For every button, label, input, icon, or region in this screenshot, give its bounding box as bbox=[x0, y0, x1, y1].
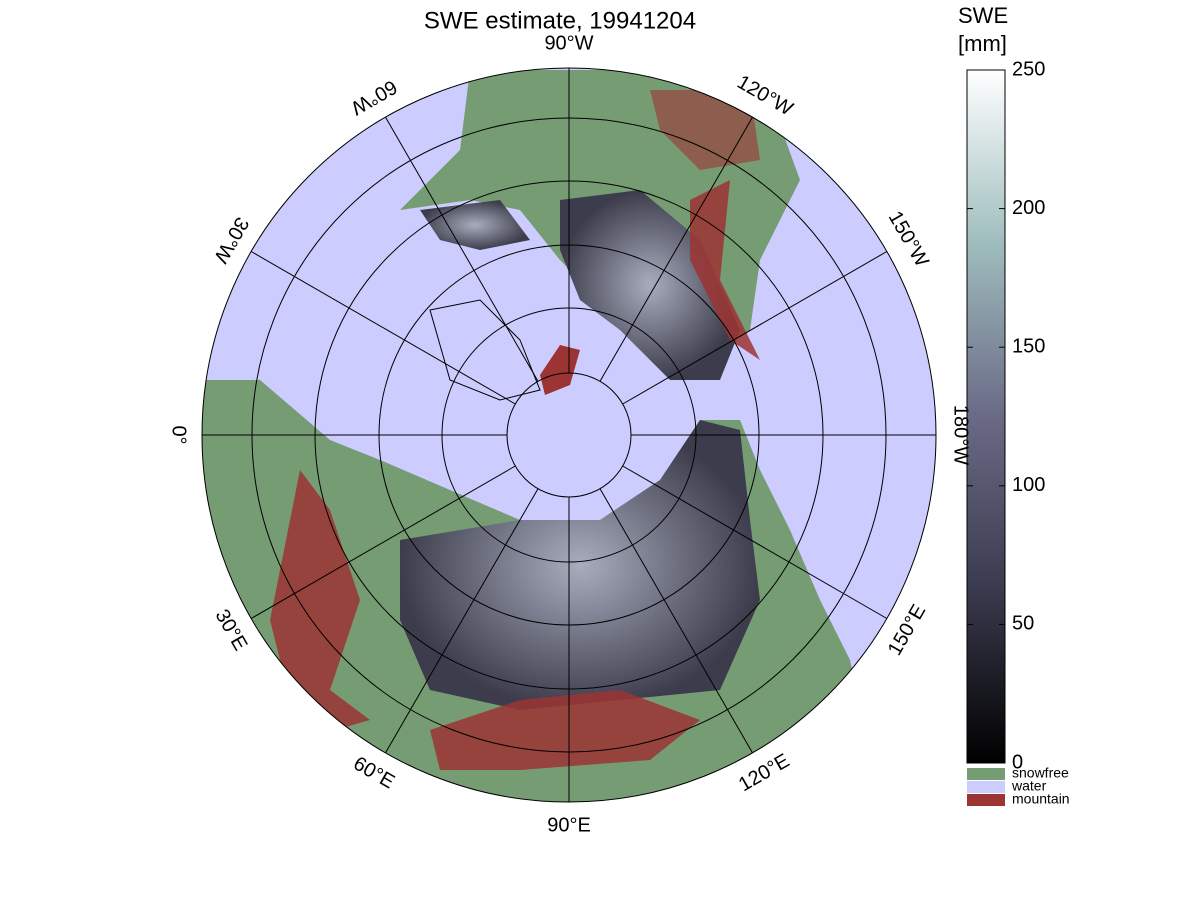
colorbar-tick-label: 50 bbox=[1012, 613, 1034, 635]
class-label: water bbox=[1011, 778, 1047, 794]
coast bbox=[429, 299, 541, 401]
colorbar-tick-label: 200 bbox=[1012, 197, 1045, 219]
map-disk bbox=[202, 68, 936, 802]
mountain bbox=[270, 470, 370, 740]
mountain bbox=[540, 345, 580, 395]
class-label: mountain bbox=[1012, 791, 1070, 807]
longitude-label: 60°E bbox=[349, 753, 398, 794]
colorbar-title: [mm] bbox=[958, 31, 1007, 56]
colorbar-tick-label: 0 bbox=[1012, 751, 1023, 773]
meridian bbox=[622, 465, 888, 619]
meridian bbox=[599, 116, 753, 382]
mountain bbox=[690, 180, 760, 360]
meridian bbox=[250, 251, 516, 405]
longitude-label: 90°E bbox=[547, 814, 591, 836]
longitude-label: 60°W bbox=[347, 75, 401, 119]
colorbar-tick-label: 100 bbox=[1012, 474, 1045, 496]
mountain bbox=[430, 690, 700, 770]
colorbar-tick-label: 150 bbox=[1012, 335, 1045, 357]
meridian bbox=[250, 465, 516, 619]
meridian bbox=[385, 488, 539, 754]
class-swatch bbox=[967, 781, 1005, 793]
meridian bbox=[622, 251, 888, 405]
longitude-label: 30°W bbox=[209, 213, 253, 267]
meridian bbox=[599, 488, 753, 754]
map-title: SWE estimate, 19941204 bbox=[424, 7, 696, 34]
colorbar-title: SWE bbox=[958, 3, 1008, 28]
colorbar-tick-label: 250 bbox=[1012, 58, 1045, 80]
longitude-label: 30°E bbox=[211, 606, 252, 655]
snow bbox=[400, 420, 760, 710]
snow bbox=[420, 200, 530, 250]
longitude-label: 0° bbox=[168, 425, 190, 444]
longitude-label: 90°W bbox=[544, 32, 593, 54]
mountain bbox=[650, 90, 760, 170]
meridian bbox=[385, 116, 539, 382]
graticule bbox=[201, 67, 937, 803]
class-swatch bbox=[967, 768, 1005, 780]
class-label: snowfree bbox=[1012, 765, 1069, 781]
class-swatch bbox=[967, 794, 1005, 806]
longitude-label: 180°W bbox=[950, 405, 972, 465]
colorbar bbox=[966, 69, 1006, 764]
